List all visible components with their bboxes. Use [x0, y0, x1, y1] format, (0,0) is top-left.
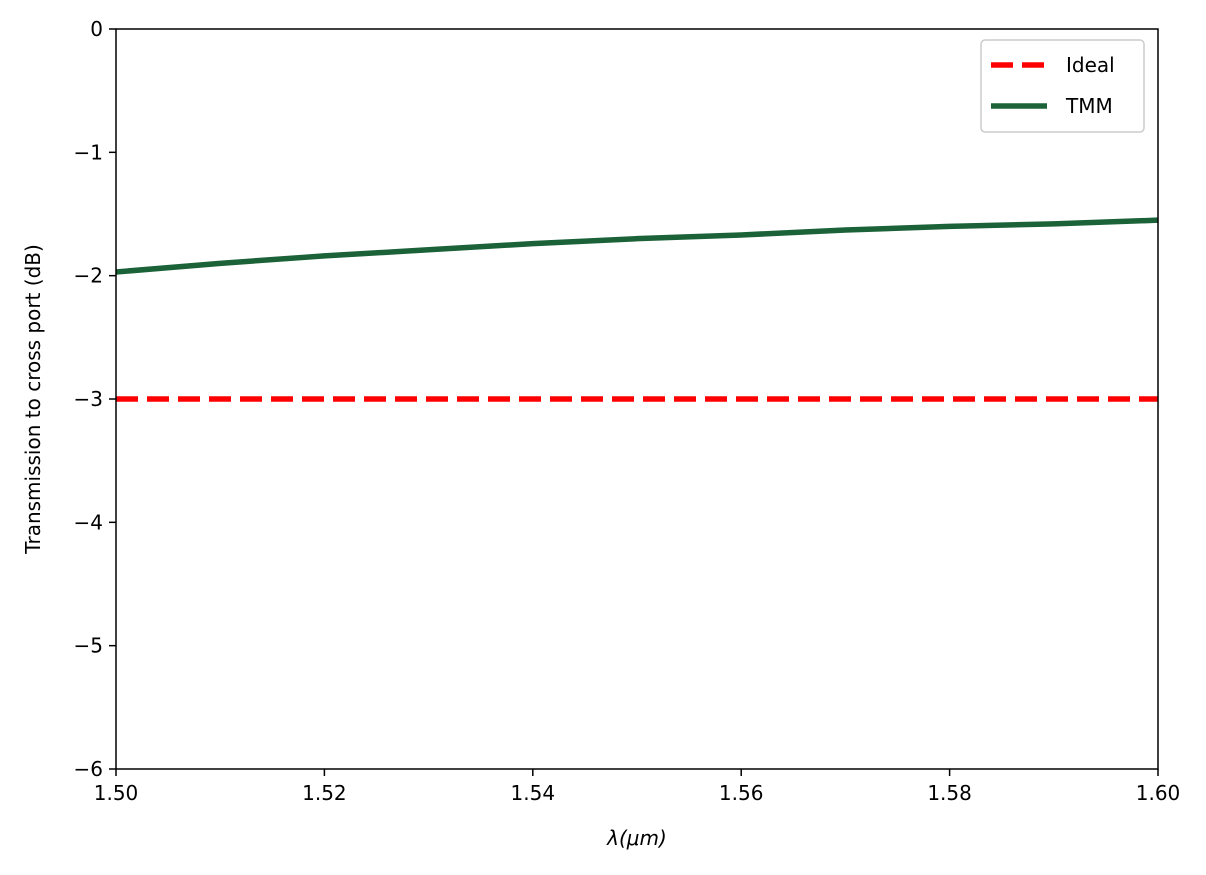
y-tick-label: −6 [74, 757, 103, 781]
x-tick-label: 1.54 [511, 781, 556, 805]
y-axis-label: Transmission to cross port (dB) [21, 244, 45, 555]
y-tick-label: 0 [90, 17, 103, 41]
x-tick-label: 1.50 [94, 781, 139, 805]
y-axis: 0 −1 −2 −3 −4 −5 −6 [74, 17, 116, 781]
y-tick-label: −5 [74, 634, 103, 658]
legend-box [980, 39, 1145, 133]
x-tick-label: 1.52 [302, 781, 347, 805]
legend: Ideal TMM [980, 39, 1145, 133]
y-tick-label: −1 [74, 140, 103, 164]
legend-label-ideal: Ideal [1066, 53, 1115, 77]
series-line-tmm [115, 217, 1159, 275]
x-axis-label: λ(μm) [606, 826, 667, 850]
y-tick-label: −4 [74, 510, 103, 534]
legend-label-tmm: TMM [1065, 94, 1113, 118]
y-tick-label: −2 [74, 264, 103, 288]
x-axis: 1.50 1.52 1.54 1.56 1.58 1.60 [94, 769, 1181, 805]
x-tick-label: 1.58 [927, 781, 972, 805]
x-tick-label: 1.56 [719, 781, 764, 805]
plot-lines [115, 217, 1159, 402]
x-tick-label: 1.60 [1136, 781, 1181, 805]
y-tick-label: −3 [74, 387, 103, 411]
